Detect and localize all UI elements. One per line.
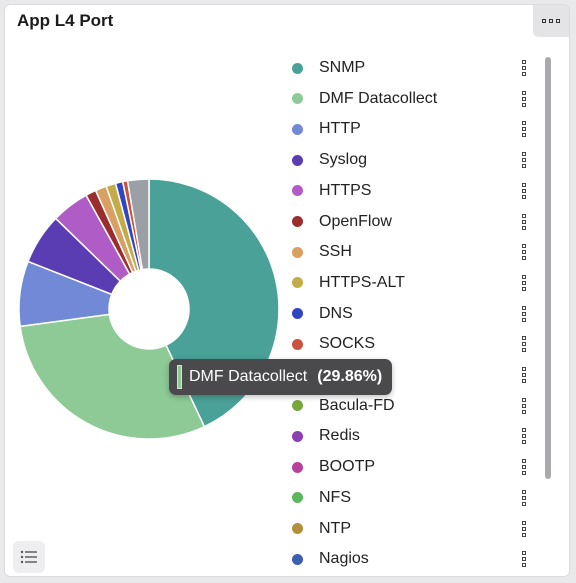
more-options-button[interactable] [533, 5, 569, 37]
kebab-menu-icon[interactable] [517, 458, 531, 476]
kebab-menu-icon[interactable] [517, 151, 531, 169]
legend-list[interactable]: SNMP DMF Datacollect HTTP Syslog HTTPS OpenFl… [283, 53, 543, 573]
kebab-menu-icon[interactable] [517, 520, 531, 538]
more-horizontal-icon [542, 19, 546, 23]
legend-label: DNS [319, 304, 353, 322]
legend-label: HTTPS [319, 181, 372, 199]
legend-label: SNMP [319, 59, 366, 76]
legend-label: DMF Datacollect [319, 89, 438, 107]
legend-dot-icon [292, 338, 303, 350]
more-dot [549, 19, 553, 23]
legend-item[interactable]: DMF Datacollect [283, 84, 533, 114]
legend-label: Syslog [319, 151, 368, 169]
legend-dot-icon [292, 461, 303, 473]
donut-slice-dmf-datacollect[interactable] [19, 313, 206, 440]
tooltip-color-swatch [177, 365, 182, 389]
legend-label: HTTP [319, 120, 361, 138]
legend-label: BOOTP [319, 458, 376, 476]
tooltip-percent: (29.86%) [317, 368, 383, 385]
legend-dot-icon [292, 400, 303, 412]
kebab-menu-icon[interactable] [517, 120, 531, 138]
kebab-menu-icon[interactable] [517, 182, 531, 200]
kebab-menu-icon[interactable] [517, 59, 531, 77]
legend-item[interactable]: Nagios [283, 544, 533, 573]
legend-item[interactable]: HTTPS [283, 176, 533, 206]
kebab-menu-icon[interactable] [517, 305, 531, 323]
legend-label: NFS [319, 488, 351, 506]
chart-tooltip: DMF Datacollect (29.86%) [169, 359, 393, 395]
kebab-menu-icon[interactable] [517, 427, 531, 445]
legend-item[interactable]: OpenFlow [283, 207, 533, 237]
more-dot [556, 19, 560, 23]
legend-dot-icon [292, 308, 303, 320]
legend-label: SOCKS [319, 335, 376, 353]
app-l4-port-widget: App L4 Port SNMP DMF Datacollect HTTP Syslo… [4, 4, 570, 577]
tooltip-label: DMF Datacollect [189, 368, 308, 385]
kebab-menu-icon[interactable] [517, 90, 531, 108]
donut-slice-other[interactable] [126, 178, 150, 271]
legend-item[interactable]: SSH [283, 237, 533, 267]
kebab-menu-icon[interactable] [517, 274, 531, 292]
legend-dot-icon [292, 185, 303, 197]
legend-dot-icon [292, 93, 303, 105]
kebab-menu-icon[interactable] [517, 335, 531, 353]
legend-dot-icon [292, 216, 303, 227]
legend-label: NTP [319, 519, 351, 537]
legend-label: Nagios [319, 550, 369, 568]
kebab-menu-icon[interactable] [517, 243, 531, 261]
legend-dot-icon [292, 123, 303, 135]
legend-item[interactable]: Bacula-FD [283, 391, 533, 421]
legend-dot-icon [292, 277, 303, 289]
legend-item[interactable]: BOOTP [283, 452, 533, 482]
legend-item[interactable]: HTTPS-ALT [283, 268, 533, 298]
legend-item[interactable]: NFS [283, 483, 533, 513]
widget-title: App L4 Port [17, 11, 114, 30]
legend-dot-icon [292, 154, 303, 166]
kebab-menu-icon[interactable] [517, 550, 531, 568]
legend-item[interactable]: DNS [283, 299, 533, 329]
legend-scrollbar[interactable] [545, 57, 551, 479]
legend-label: Bacula-FD [319, 396, 395, 414]
legend-item[interactable]: SNMP [283, 53, 533, 83]
kebab-menu-icon[interactable] [517, 397, 531, 415]
legend-dot-icon [292, 523, 303, 534]
kebab-menu-icon[interactable] [517, 366, 531, 384]
list-view-icon [20, 550, 37, 564]
list-view-button[interactable] [13, 541, 45, 573]
kebab-menu-icon[interactable] [517, 213, 531, 231]
kebab-menu-icon[interactable] [517, 489, 531, 507]
legend-dot-icon [292, 246, 303, 258]
legend-label: Redis [319, 427, 360, 445]
legend-item[interactable]: Syslog [283, 145, 533, 175]
legend-dot-icon [292, 62, 303, 74]
legend-item[interactable]: Redis [283, 421, 533, 451]
legend-item[interactable]: HTTP [283, 114, 533, 144]
legend-dot-icon [292, 553, 303, 565]
legend-label: OpenFlow [319, 212, 392, 230]
legend-label: HTTPS-ALT [319, 273, 405, 291]
legend-item[interactable]: NTP [283, 514, 533, 544]
legend-item[interactable]: SOCKS [283, 329, 533, 359]
legend-dot-icon [292, 492, 303, 504]
legend-label: SSH [319, 243, 352, 261]
legend-dot-icon [292, 430, 303, 442]
